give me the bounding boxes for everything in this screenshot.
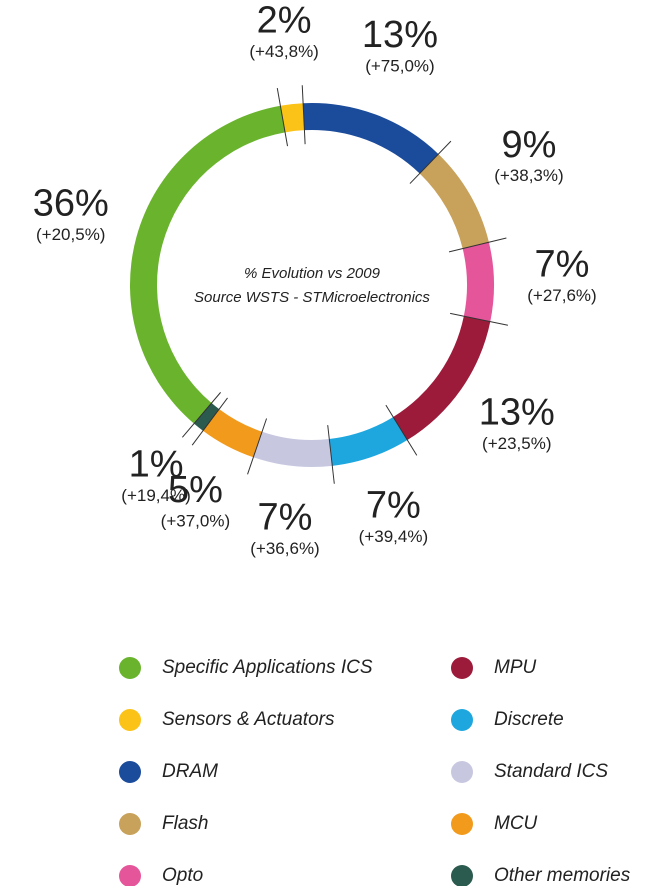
slice	[202, 409, 263, 458]
legend-swatch	[119, 865, 141, 886]
value-label: 13%	[479, 391, 555, 433]
slice	[462, 242, 495, 322]
value-label: 7%	[258, 497, 313, 539]
legend-label: DRAM	[162, 761, 218, 782]
slice	[280, 103, 305, 133]
slice	[129, 105, 286, 424]
slice	[393, 316, 491, 441]
legend-swatch	[451, 709, 473, 731]
divider	[276, 87, 289, 147]
subtitle: Source WSTS - STMicroelectronics	[194, 289, 430, 306]
value-label: 13%	[362, 14, 438, 56]
legend-label: Discrete	[494, 709, 564, 730]
value-label: 5%	[168, 469, 223, 511]
value-label: 1%	[129, 443, 184, 485]
growth-label: (+36,6%)	[250, 539, 319, 558]
value-label: 9%	[501, 124, 556, 166]
value-label: 7%	[535, 244, 590, 286]
divider	[448, 237, 507, 253]
legend-label: Specific Applications ICS	[162, 657, 373, 678]
slice	[253, 431, 333, 467]
value-label: 7%	[366, 484, 421, 526]
divider	[181, 392, 221, 438]
legend-label: MPU	[494, 657, 537, 678]
legend-swatch	[451, 813, 473, 835]
legend-label: MCU	[494, 813, 538, 834]
slice	[329, 417, 408, 466]
legend-label: Sensors & Actuators	[162, 709, 335, 730]
growth-label: (+39,4%)	[359, 527, 428, 546]
divider	[385, 404, 418, 456]
slice	[303, 103, 439, 174]
growth-label: (+38,3%)	[494, 166, 563, 185]
legend-swatch	[451, 657, 473, 679]
legend-swatch	[119, 813, 141, 835]
divider	[409, 140, 452, 184]
value-label: 36%	[33, 182, 109, 224]
divider	[301, 85, 306, 145]
divider	[327, 425, 335, 484]
growth-label: (+37,0%)	[161, 512, 230, 531]
legend-swatch	[451, 761, 473, 783]
growth-label: (+75,0%)	[365, 56, 434, 75]
legend-label: Other memories	[494, 865, 631, 886]
slice	[194, 403, 220, 431]
subtitle: % Evolution vs 2009	[244, 265, 381, 282]
legend-swatch	[451, 865, 473, 886]
growth-label: (+43,8%)	[249, 42, 318, 61]
divider	[247, 418, 268, 475]
growth-label: (+27,6%)	[527, 286, 596, 305]
divider	[191, 397, 228, 446]
legend-label: Standard ICS	[494, 761, 608, 782]
legend-swatch	[119, 657, 141, 679]
slice	[419, 154, 489, 249]
legend-swatch	[119, 709, 141, 731]
growth-label: (+20,5%)	[36, 225, 105, 244]
legend-label: Opto	[162, 865, 203, 886]
growth-label: (+19,4%)	[121, 486, 190, 505]
divider	[450, 312, 509, 326]
growth-label: (+23,5%)	[482, 434, 551, 453]
legend-swatch	[119, 761, 141, 783]
value-label: 2%	[257, 0, 312, 42]
legend-label: Flash	[162, 813, 208, 834]
